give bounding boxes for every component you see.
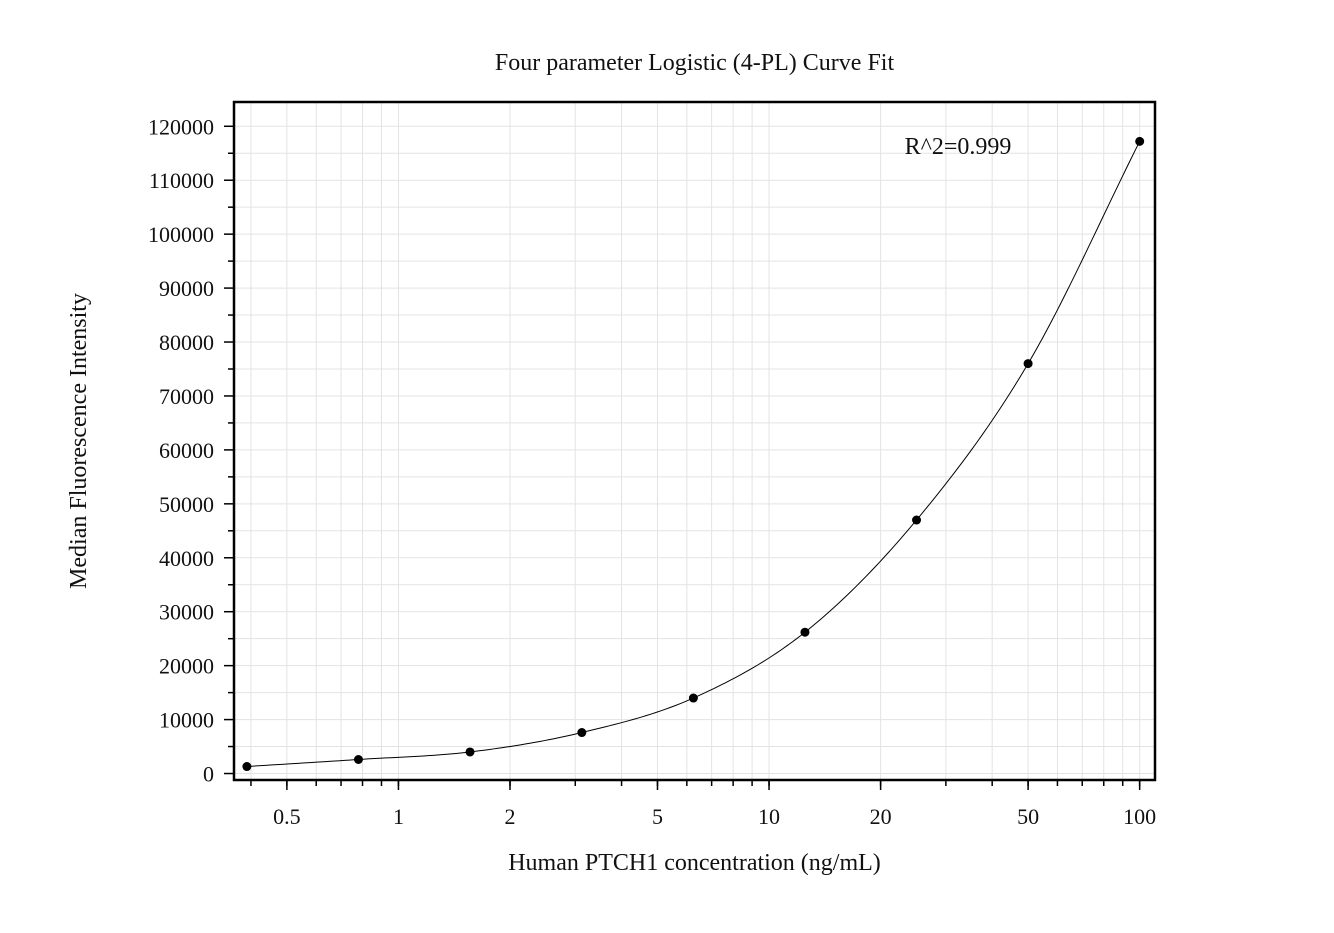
x-tick-label: 20 (870, 804, 892, 829)
y-axis-label: Median Fluorescence Intensity (66, 293, 92, 589)
y-tick-label: 40000 (159, 546, 214, 571)
data-point (353, 755, 363, 765)
data-point (912, 515, 922, 525)
y-tick-label: 60000 (159, 438, 214, 463)
y-tick-label: 90000 (159, 276, 214, 301)
x-tick-label: 0.5 (273, 804, 301, 829)
x-axis-label: Human PTCH1 concentration (ng/mL) (508, 850, 881, 876)
tick-labels: 0.5 1 2 5 10 20 50 100 0 10000 20000 30000 40000 5000… (148, 114, 1156, 829)
fit-curve (246, 141, 1141, 768)
data-point (242, 762, 252, 772)
data-point (465, 747, 475, 757)
fit-curve-layer (246, 141, 1141, 768)
data-point (688, 693, 698, 703)
x-tick-label: 100 (1123, 804, 1156, 829)
y-tick-label: 80000 (159, 330, 214, 355)
x-tick-label: 10 (758, 804, 780, 829)
y-tick-label: 100000 (148, 222, 214, 247)
y-tick-label: 70000 (159, 384, 214, 409)
axis-ticks (224, 125, 1141, 790)
data-point (577, 728, 587, 738)
data-point (1135, 136, 1145, 146)
r-squared-annotation: R^2=0.999 (905, 134, 1012, 160)
y-tick-label: 110000 (149, 168, 214, 193)
grid-lines (234, 102, 1155, 780)
x-tick-label: 50 (1017, 804, 1039, 829)
x-tick-label: 5 (652, 804, 663, 829)
y-tick-label: 120000 (148, 114, 214, 139)
data-points (242, 136, 1145, 772)
y-tick-label: 50000 (159, 492, 214, 517)
x-tick-label: 1 (393, 804, 404, 829)
data-point (800, 627, 810, 637)
y-tick-label: 10000 (159, 708, 214, 733)
y-tick-label: 30000 (159, 600, 214, 625)
data-point (1023, 359, 1033, 369)
x-tick-label: 2 (505, 804, 516, 829)
y-tick-label: 0 (203, 762, 214, 787)
chart-title: Four parameter Logistic (4-PL) Curve Fit (495, 50, 895, 76)
y-tick-label: 20000 (159, 654, 214, 679)
plot-frame (232, 100, 1157, 782)
